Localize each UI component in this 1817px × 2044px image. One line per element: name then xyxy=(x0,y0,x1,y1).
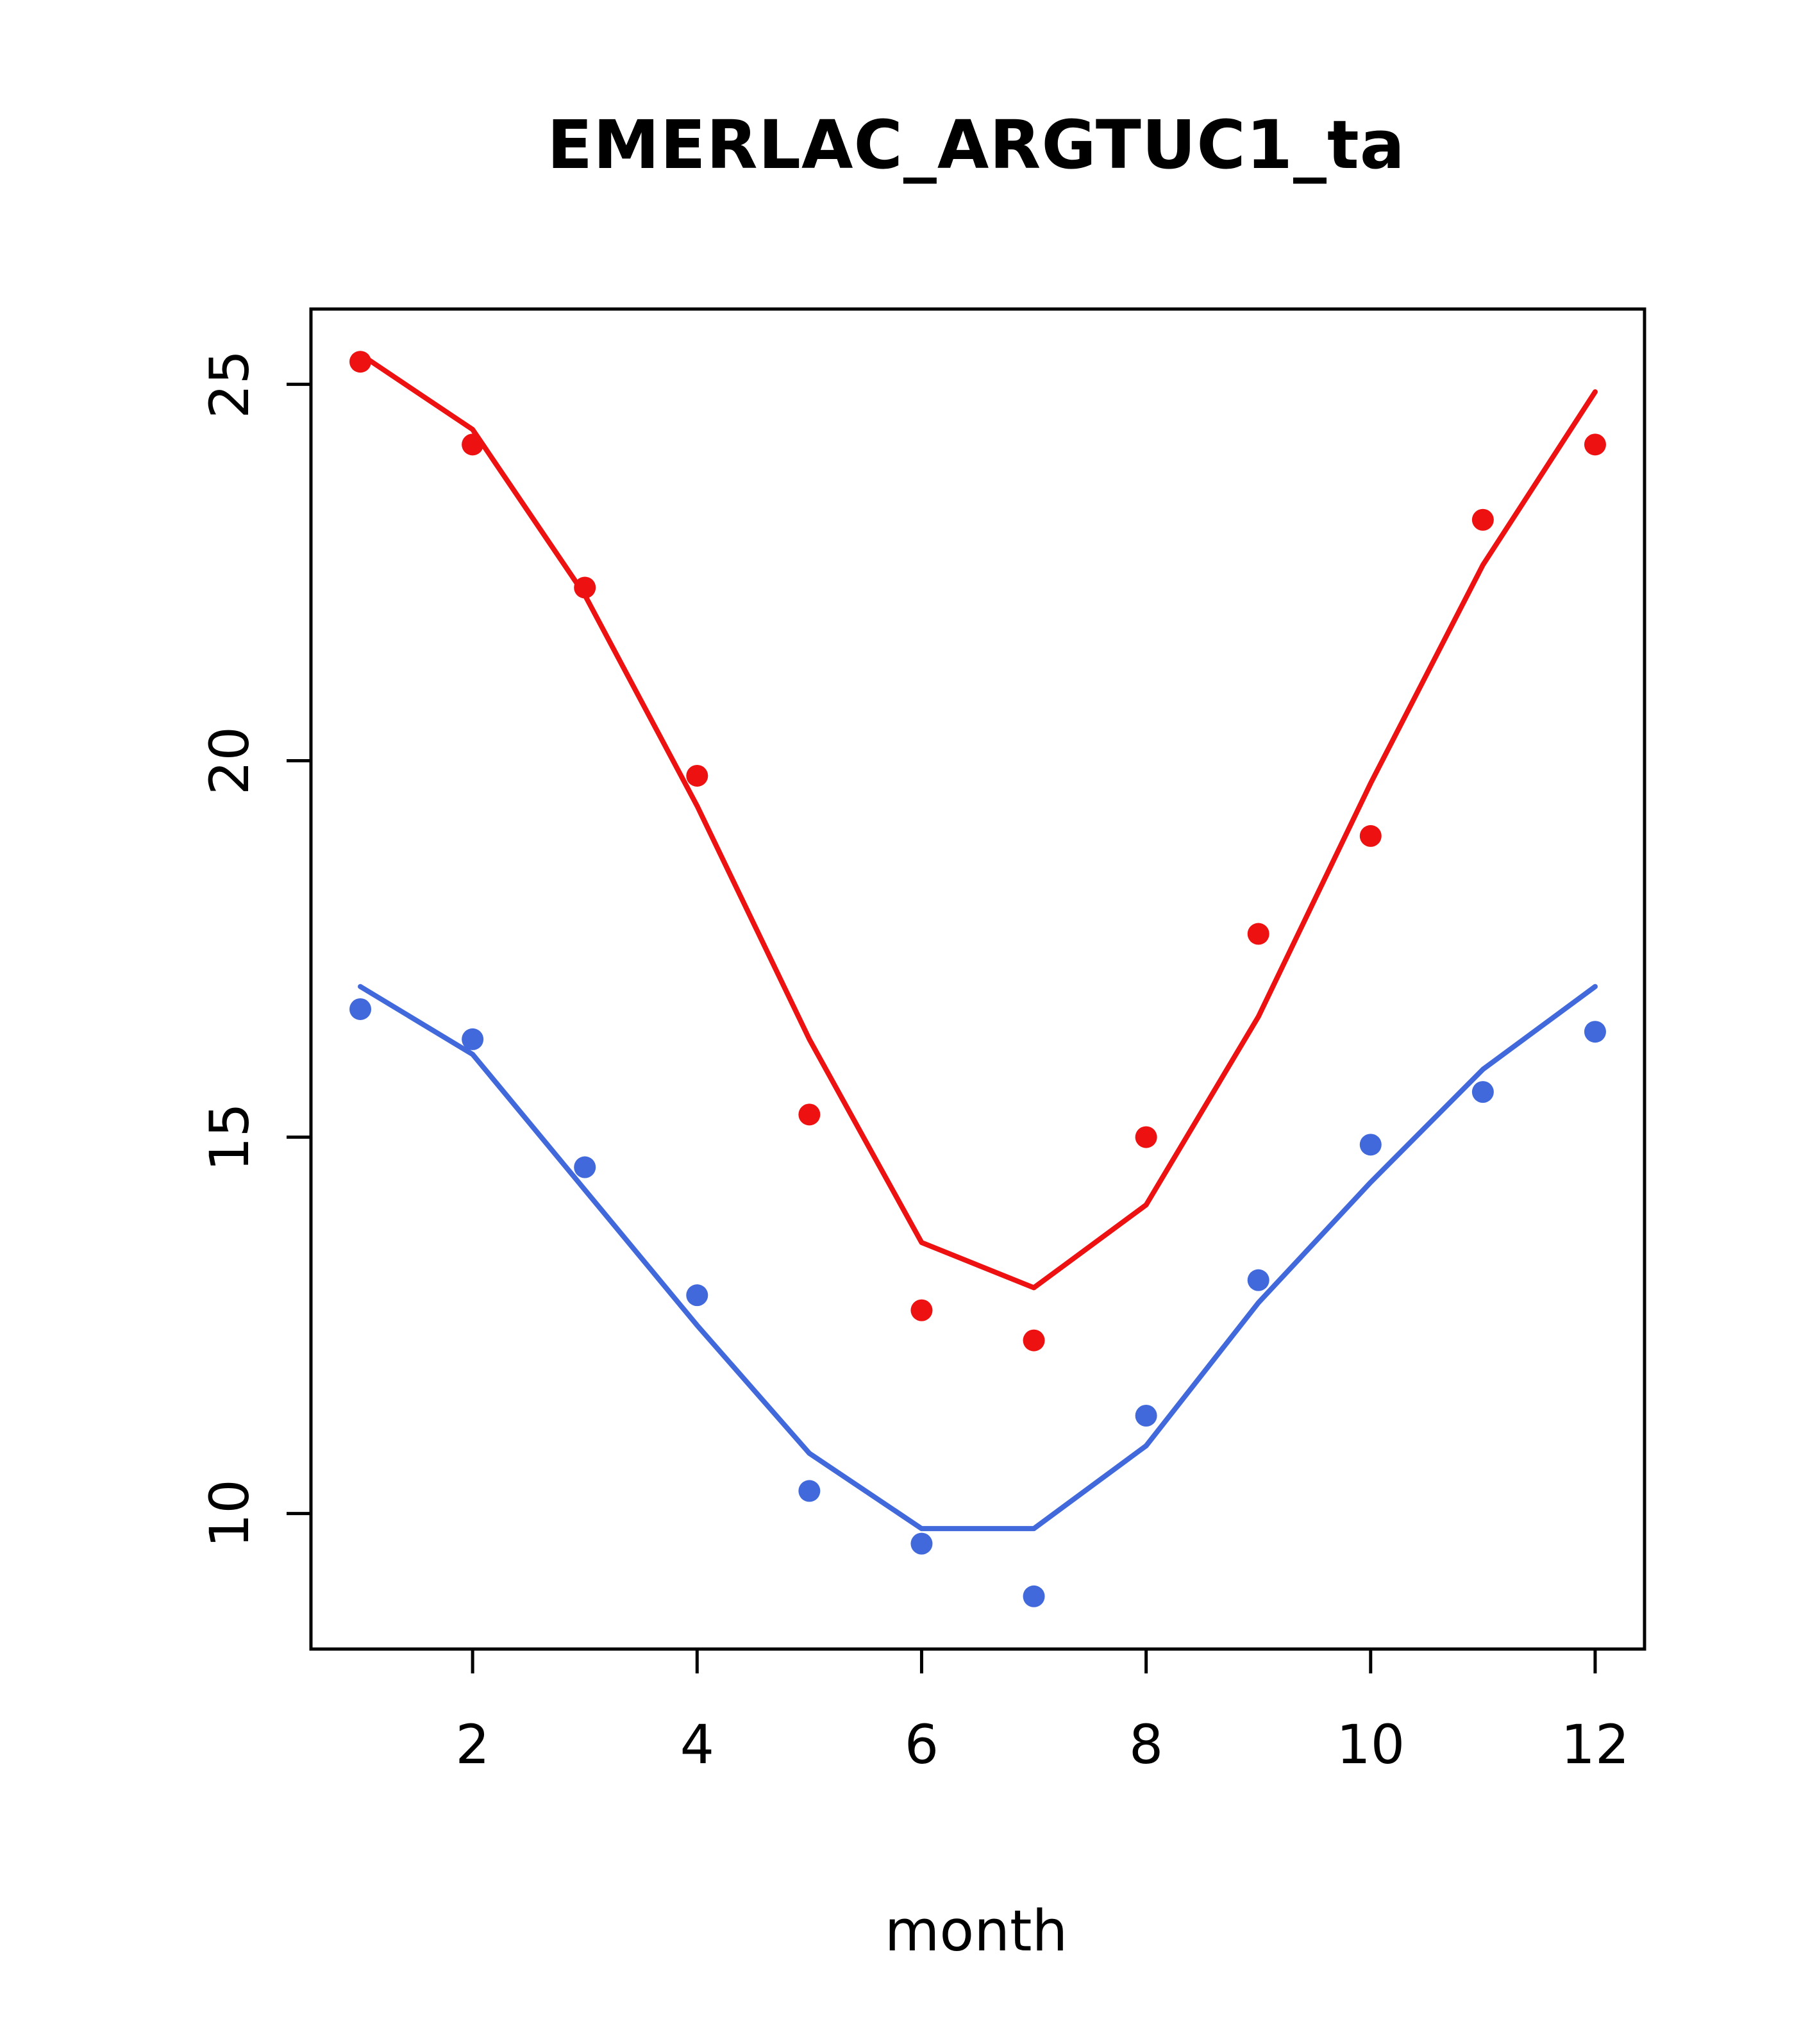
blue-line xyxy=(358,984,1598,1532)
x-tick-label: 4 xyxy=(680,1713,714,1776)
red-points-marker xyxy=(1247,923,1269,945)
red-points-marker xyxy=(798,1103,821,1126)
x-tick-label: 6 xyxy=(905,1713,939,1776)
blue-points-marker xyxy=(1584,1021,1606,1043)
x-tick-label: 12 xyxy=(1561,1713,1630,1776)
blue-points-marker xyxy=(686,1284,708,1307)
plot-border xyxy=(309,307,1646,1651)
red-points-marker xyxy=(1471,508,1494,531)
y-tick-label: 15 xyxy=(198,1103,261,1171)
blue-points-marker xyxy=(1359,1134,1382,1156)
y-tick-label: 20 xyxy=(198,726,261,795)
red-points-marker xyxy=(686,764,708,787)
blue-points-marker xyxy=(798,1480,821,1502)
blue-points-marker xyxy=(1135,1405,1157,1427)
y-tick-label: 25 xyxy=(198,350,261,419)
red-points-marker xyxy=(1584,433,1606,456)
blue-points-marker xyxy=(574,1156,596,1178)
blue-points-marker xyxy=(462,1028,484,1050)
blue-points-marker xyxy=(1023,1585,1045,1607)
blue-points-marker xyxy=(349,998,372,1020)
y-tick-label: 10 xyxy=(198,1479,261,1548)
red-points-marker xyxy=(1023,1329,1045,1352)
blue-points-marker xyxy=(1247,1269,1269,1291)
red-points-marker xyxy=(349,351,372,373)
red-line xyxy=(358,351,1598,1291)
x-tick-label: 2 xyxy=(455,1713,489,1776)
blue-points-marker xyxy=(1471,1081,1494,1103)
red-points-marker xyxy=(462,433,484,456)
red-points-marker xyxy=(1135,1126,1157,1148)
chart-title: EMERLAC_ARGTUC1_ta xyxy=(547,106,1405,184)
red-points-marker xyxy=(1359,825,1382,847)
x-tick-label: 8 xyxy=(1129,1713,1163,1776)
red-points-marker xyxy=(574,576,596,599)
x-axis-label: month xyxy=(884,1898,1068,1964)
x-tick-label: 10 xyxy=(1336,1713,1405,1776)
red-points-marker xyxy=(910,1299,933,1321)
blue-points-marker xyxy=(910,1532,933,1555)
